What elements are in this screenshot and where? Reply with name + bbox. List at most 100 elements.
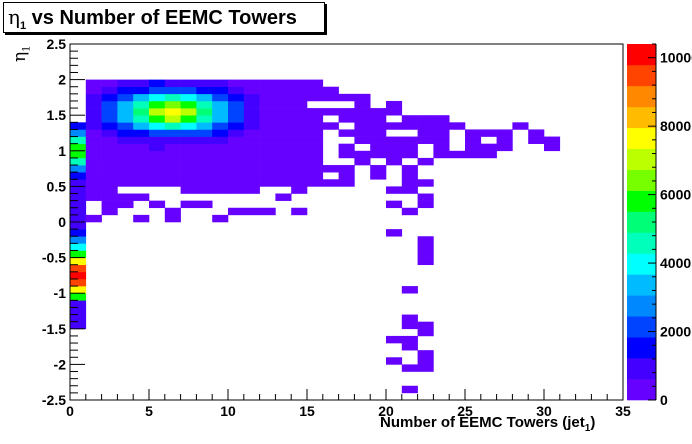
heatmap-cell [243,172,260,180]
heatmap-cell [275,93,292,102]
heatmap-cell [338,129,355,137]
heatmap-cell [85,108,102,116]
heatmap-cell [291,172,308,180]
heatmap-cell [85,129,102,137]
heatmap-cell [401,165,418,173]
x-tick-label: 10 [220,403,236,419]
heatmap-cell [85,172,102,180]
heatmap-cell [291,86,308,95]
heatmap-cell [386,157,403,166]
heatmap-cell [164,207,181,216]
heatmap-cell [196,186,213,194]
heatmap-cell [417,257,434,266]
heatmap-cell [228,122,245,130]
heatmap-cell [70,236,87,244]
heatmap-cell [180,122,197,130]
heatmap-cell [465,136,482,144]
x-axis-title-end: ) [590,414,596,431]
heatmap-cell [149,165,166,173]
heatmap-cell [386,150,403,159]
heatmap-cell [117,200,134,209]
heatmap-cell [417,357,434,365]
heatmap-cell [386,143,403,152]
heatmap-cell [291,93,308,102]
heatmap-cell [433,115,450,123]
heatmap-cell [243,79,260,88]
y-tick-label: -1.5 [42,321,66,337]
heatmap-cell [386,108,403,116]
heatmap-cell [117,108,134,116]
heatmap-cell [196,172,213,180]
heatmap-cell [338,179,355,187]
heatmap-cell [180,143,197,152]
heatmap-cell [243,100,260,109]
heatmap-cell [259,179,276,187]
heatmap-cell [133,179,150,187]
heatmap-cell [164,93,181,102]
heatmap-cell [164,86,181,95]
heatmap-cell [386,335,403,344]
colorbar-swatch [627,64,656,87]
y-tick-label: 1 [58,143,66,159]
heatmap-cell [85,79,102,88]
heatmap-cell [85,100,102,109]
heatmap-cell [228,86,245,95]
heatmap-cell [149,200,166,209]
heatmap-cell [180,157,197,166]
heatmap-cell [70,136,87,144]
heatmap-cell [180,172,197,180]
heatmap-cell [101,165,118,173]
heatmap-cell [528,136,545,144]
heatmap-cell [417,236,434,244]
heatmap-cell [164,108,181,116]
heatmap-cell [307,136,324,144]
heatmap-cell [275,129,292,137]
heatmap-cell [101,93,118,102]
heatmap-cell [228,143,245,152]
x-tick-label: 20 [378,403,394,419]
heatmap-cell [338,172,355,180]
heatmap-cell [228,207,245,216]
heatmap-cell [243,150,260,159]
x-axis-title-sub: 1 [584,423,591,434]
heatmap-cell [196,129,213,137]
heatmap-cell [85,93,102,102]
heatmap-cell [164,122,181,130]
heatmap-cell [101,157,118,166]
heatmap-cell [401,186,418,194]
heatmap-cell [291,79,308,88]
colorbar-swatch [627,379,656,401]
heatmap-cell [275,79,292,88]
y-tick-label: -2 [54,356,67,372]
heatmap-cell [291,122,308,130]
heatmap-cell [417,157,434,166]
heatmap-cell [85,214,102,223]
heatmap-cell [212,93,229,102]
heatmap-cell [401,343,418,351]
heatmap-cell [70,271,87,280]
colorbar-swatch [627,358,656,380]
heatmap-cell [117,179,134,187]
heatmap-cell [291,165,308,173]
heatmap-cell [243,136,260,144]
heatmap-cell [322,165,339,173]
heatmap-cell [228,100,245,109]
heatmap-cell [417,243,434,251]
heatmap-cell [212,186,229,194]
heatmap-cell [228,115,245,123]
heatmap-cell [259,165,276,173]
heatmap-cells [70,79,561,394]
heatmap-cell [307,129,324,137]
heatmap-cell [417,115,434,123]
heatmap-cell [401,115,418,123]
heatmap-cell [196,157,213,166]
heatmap-cell [338,115,355,123]
heatmap-cell [180,165,197,173]
heatmap-cell [212,150,229,159]
heatmap-cell [212,172,229,180]
heatmap-cell [70,229,87,237]
heatmap-cell [133,79,150,88]
heatmap-cell [180,79,197,88]
heatmap-cell [338,108,355,116]
y-tick-label: 0.5 [47,178,67,194]
